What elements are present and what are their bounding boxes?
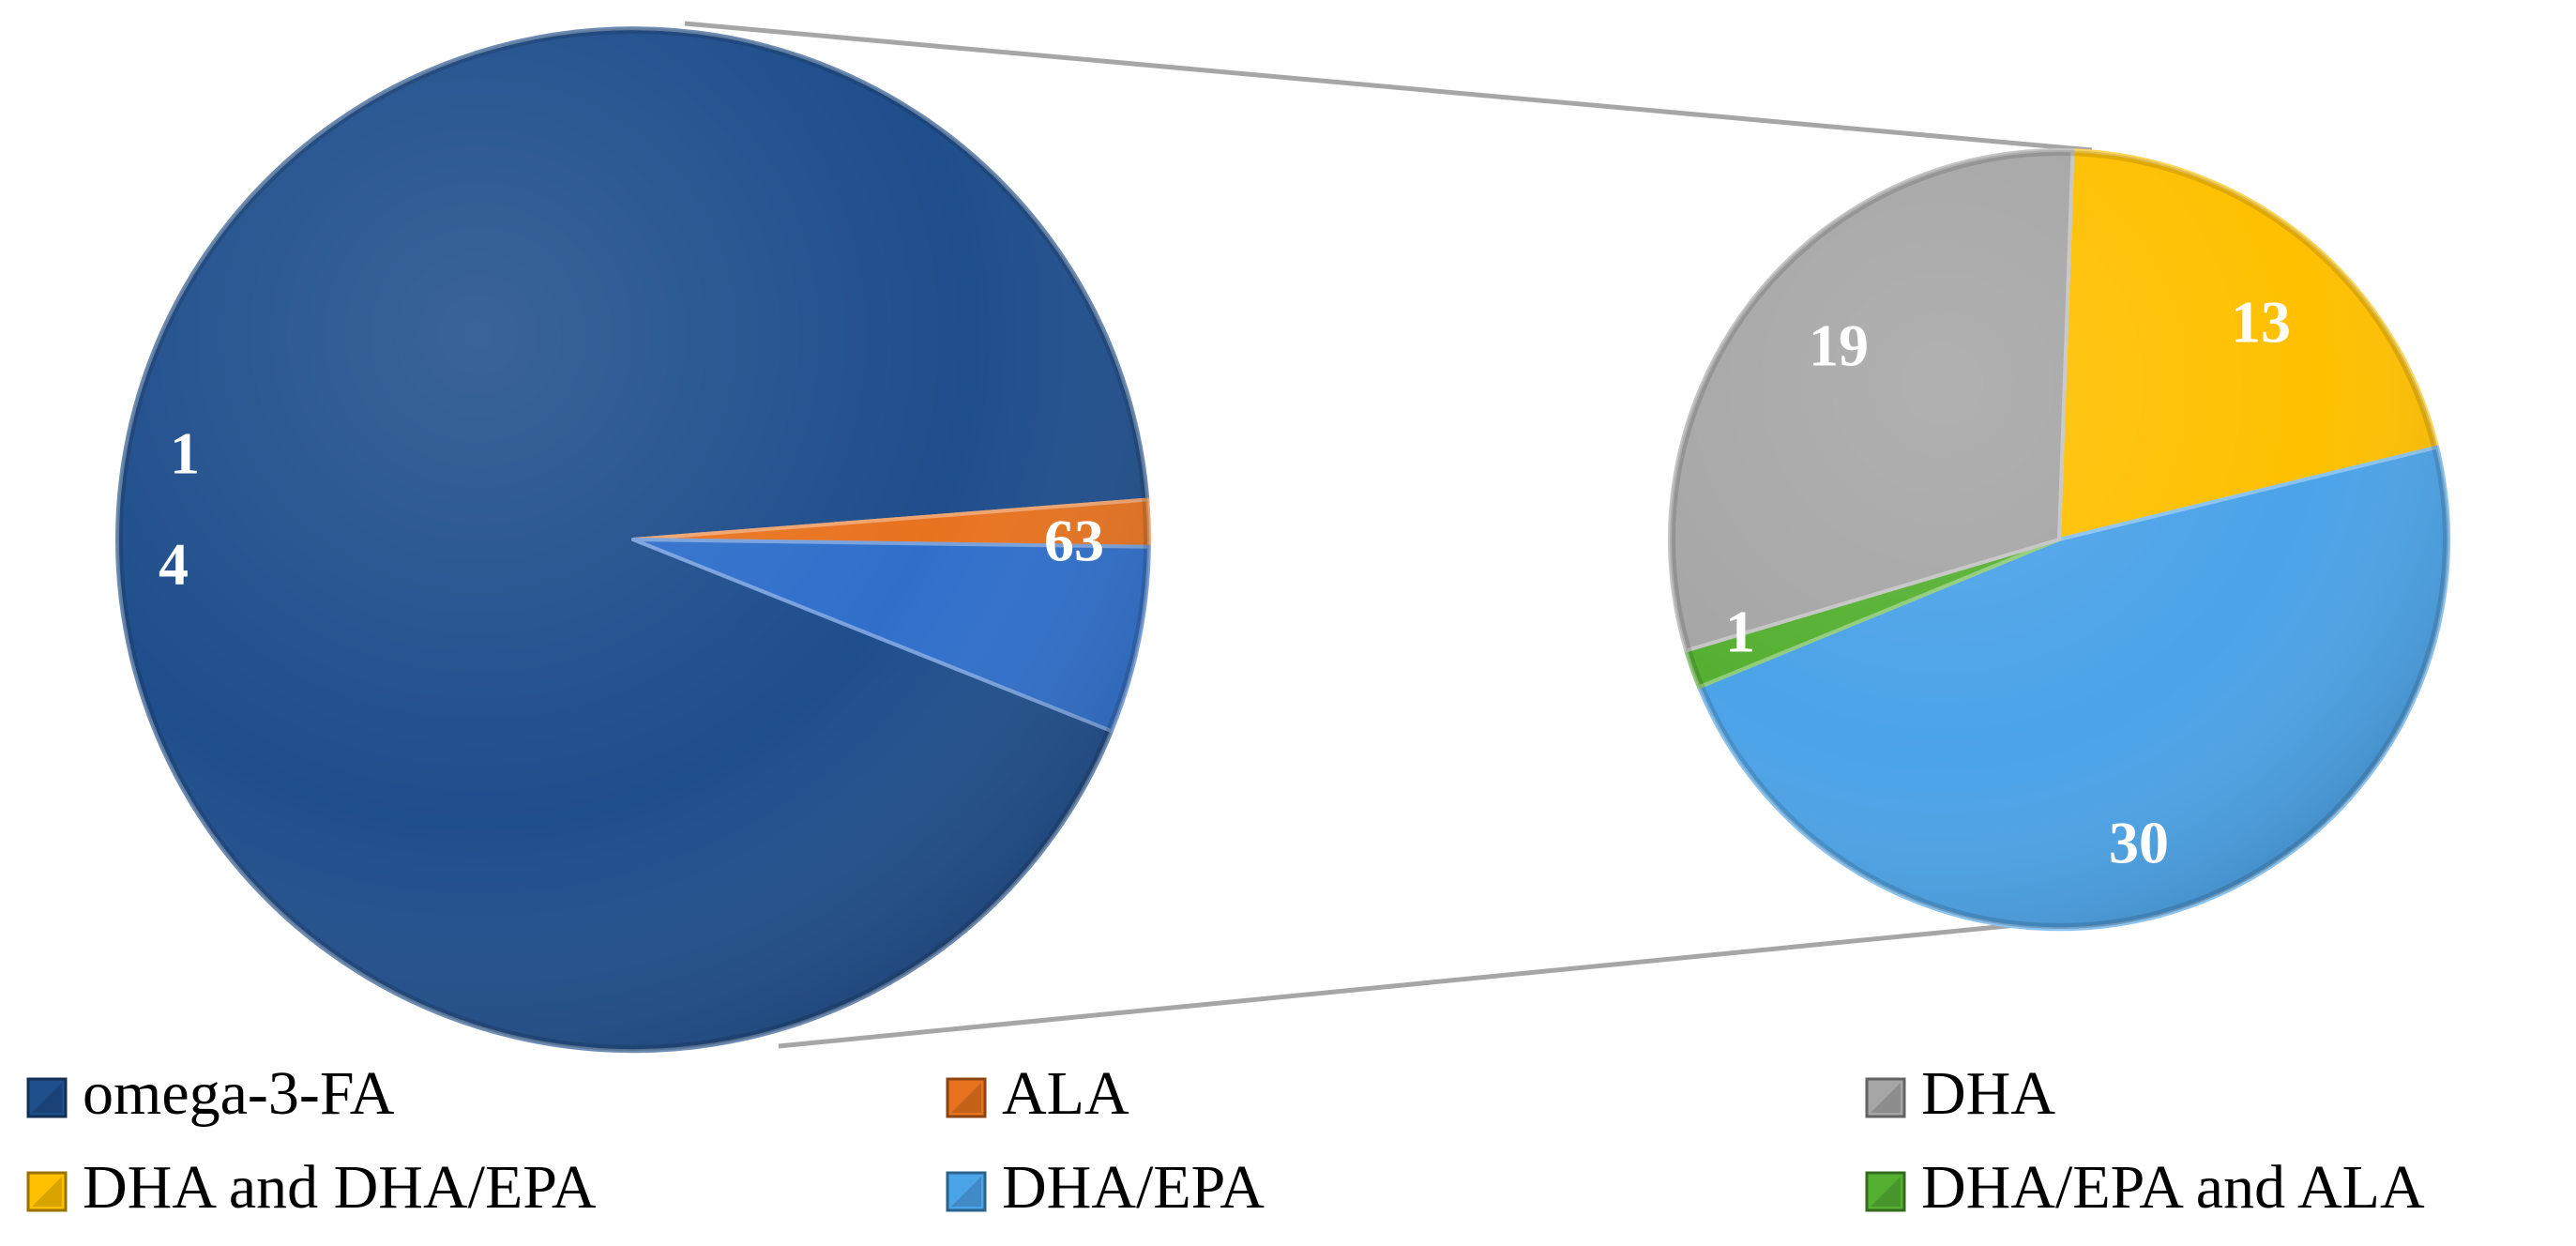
legend-swatch-bevel [951, 1083, 981, 1113]
legend-label: DHA/EPA and ALA [1921, 1153, 2425, 1222]
secondary-pie-label-dha-epa: 30 [2109, 810, 2169, 876]
secondary-pie: 13 30 1 19 [1667, 148, 2451, 932]
connector-line-bottom [778, 921, 2027, 1049]
legend-item-omega-3-fa: omega-3-FA [26, 1059, 395, 1128]
primary-pie-label-omega-3-fa: 63 [1044, 508, 1104, 574]
legend-item-dha-and-dha-epa: DHA and DHA/EPA [26, 1153, 597, 1222]
primary-pie-rim [117, 28, 1149, 1051]
legend-item-ala: ALA [946, 1059, 1129, 1128]
legend-label: omega-3-FA [83, 1059, 395, 1128]
legend-swatch-bevel [1871, 1177, 1901, 1207]
secondary-pie-rim [1670, 150, 2448, 929]
legend-label: ALA [1002, 1059, 1129, 1128]
legend-label: DHA/EPA [1002, 1153, 1265, 1222]
secondary-pie-label-dha-epa-and-ala: 1 [1725, 599, 1755, 665]
legend-label: DHA and DHA/EPA [83, 1153, 597, 1222]
legend-label: DHA [1921, 1059, 2055, 1128]
legend-swatch-bevel [32, 1083, 62, 1113]
legend-swatch-bevel [951, 1177, 981, 1207]
secondary-pie-label-dha: 19 [1809, 312, 1869, 379]
secondary-pie-label-dha-and-dha-epa: 13 [2231, 289, 2291, 356]
legend: omega-3-FA ALA DHA DHA and DHA/EPA DHA/EPA DH… [26, 1059, 2425, 1222]
legend-item-dha-epa-and-ala: DHA/EPA and ALA [1865, 1153, 2425, 1222]
primary-pie: 63 1 4 [115, 26, 1151, 1054]
legend-item-dha: DHA [1865, 1059, 2055, 1128]
legend-swatch-bevel [1871, 1083, 1901, 1113]
primary-pie-label-ala: 1 [170, 420, 200, 487]
legend-swatch-bevel [32, 1177, 62, 1207]
primary-pie-label-other: 4 [159, 531, 189, 598]
legend-item-dha-epa: DHA/EPA [946, 1153, 1265, 1222]
